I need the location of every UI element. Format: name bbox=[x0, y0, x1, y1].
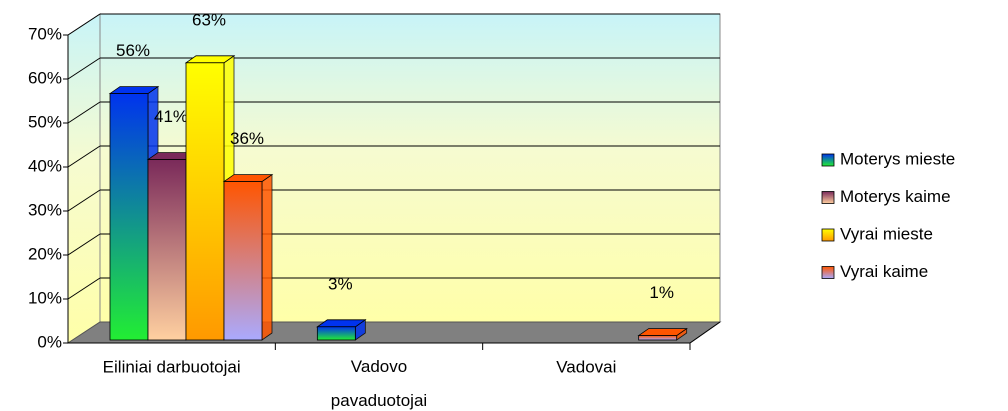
x-tick-label-line: Vadovo bbox=[351, 357, 407, 376]
bar bbox=[223, 181, 263, 341]
grid-line bbox=[67, 101, 101, 124]
legend-swatch bbox=[821, 228, 835, 242]
legend-label: Vyrai kaime bbox=[840, 262, 928, 281]
grid-line bbox=[67, 145, 101, 168]
y-tick-label: 40% bbox=[28, 156, 62, 175]
y-tick-label: 50% bbox=[28, 112, 62, 131]
bar-side bbox=[261, 173, 273, 341]
y-tick-label: 30% bbox=[28, 200, 62, 219]
bar bbox=[638, 335, 678, 341]
grid-line bbox=[67, 233, 101, 256]
data-label: 63% bbox=[192, 10, 226, 29]
grid-line bbox=[67, 13, 101, 36]
data-label: 41% bbox=[154, 107, 188, 126]
data-label: 3% bbox=[328, 274, 353, 293]
grid-line bbox=[67, 57, 101, 80]
bar bbox=[147, 159, 187, 341]
x-tick-label-line: pavaduotojai bbox=[331, 391, 427, 410]
floor-edge bbox=[689, 321, 721, 344]
y-tick-label: 20% bbox=[28, 244, 62, 263]
legend-swatch bbox=[821, 266, 835, 279]
bar bbox=[185, 62, 225, 341]
legend-label: Vyrai mieste bbox=[840, 224, 933, 243]
legend-swatch bbox=[821, 153, 835, 167]
legend-label: Moterys kaime bbox=[840, 187, 951, 206]
data-label: 56% bbox=[116, 41, 150, 60]
y-tick-label: 70% bbox=[28, 24, 62, 43]
data-label: 36% bbox=[230, 129, 264, 148]
bar bbox=[316, 326, 356, 341]
bar bbox=[109, 93, 149, 341]
legend-swatch bbox=[821, 191, 835, 204]
grid-line bbox=[67, 189, 101, 212]
x-tick-label: Vadovo pavaduotojai bbox=[331, 357, 427, 410]
x-tick-label: Eiliniai darbuotojai bbox=[103, 357, 241, 376]
y-tick-label: 0% bbox=[37, 332, 62, 351]
y-tick-label: 60% bbox=[28, 68, 62, 87]
y-tick-label: 10% bbox=[28, 288, 62, 307]
side-wall bbox=[67, 13, 101, 344]
grid-line bbox=[67, 277, 101, 300]
x-tick-label: Vadovai bbox=[556, 357, 616, 376]
data-label: 1% bbox=[649, 283, 674, 302]
legend-label: Moterys mieste bbox=[840, 149, 955, 168]
